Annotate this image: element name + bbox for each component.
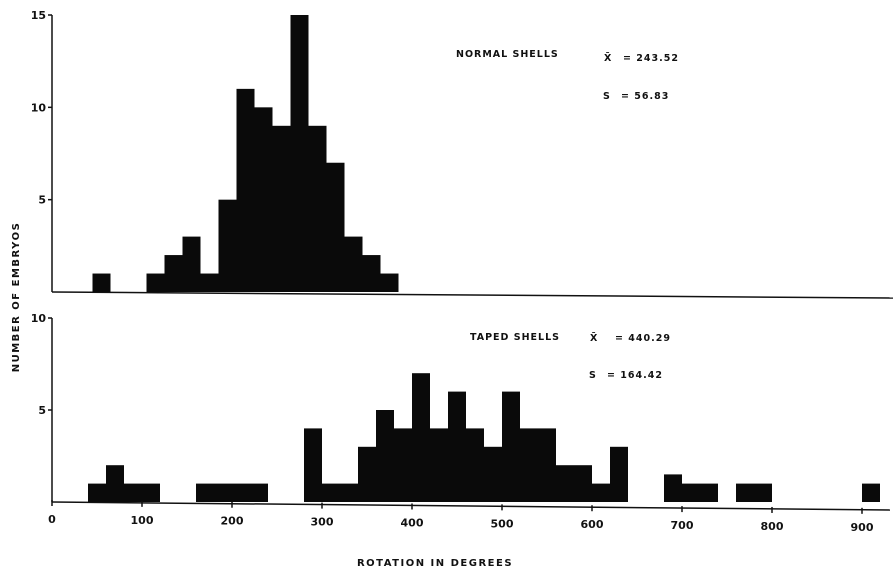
top-y-ticks: 5 10 15: [31, 9, 52, 207]
normal-sd-symbol: S: [603, 91, 611, 102]
top-bar-12: [344, 236, 363, 292]
top-bar-13: [362, 255, 381, 292]
normal-shells-label: NORMAL SHELLS: [456, 49, 559, 60]
taped-mean-symbol: X̄: [590, 332, 598, 344]
taped-shells-label: TAPED SHELLS: [470, 332, 560, 343]
xtick-label-6: 600: [581, 518, 604, 531]
top-ytick-label-2: 15: [31, 9, 46, 22]
xtick-label-3: 300: [311, 516, 334, 529]
xtick-label-4: 400: [401, 516, 424, 529]
bottom-bar-8: [394, 428, 412, 502]
taped-sd-symbol: S: [589, 370, 597, 381]
bottom-ytick-label-0: 5: [38, 404, 46, 417]
taped-mean-value: = 440.29: [615, 333, 671, 344]
bottom-bar-7: [376, 410, 394, 502]
top-bar-2: [164, 255, 183, 292]
x-axis-title: ROTATION IN DEGREES: [357, 558, 513, 569]
top-bar-9: [290, 15, 309, 292]
bottom-bar-6: [358, 446, 376, 502]
bottom-bar-21: [736, 483, 772, 502]
top-bar-3: [182, 236, 201, 292]
xtick-label-7: 700: [671, 519, 694, 532]
top-bar-11: [326, 162, 345, 292]
y-axis-title: NUMBER OF EMBRYOS: [11, 222, 22, 373]
bottom-bar-16: [556, 465, 592, 502]
bottom-bar-13: [484, 446, 502, 502]
top-histogram-bars: [92, 15, 399, 292]
xtick-label-8: 800: [761, 520, 784, 533]
top-bar-8: [272, 125, 291, 292]
top-bar-5: [218, 199, 237, 292]
top-bar-14: [380, 273, 399, 292]
taped-sd-value: = 164.42: [607, 370, 663, 381]
bottom-bar-20: [682, 483, 718, 502]
top-bar-10: [308, 125, 327, 292]
x-ticks: 0 100 200 300 400 500 600 700 800 900: [48, 500, 874, 534]
bottom-bar-22: [862, 483, 880, 502]
top-bar-4: [200, 273, 219, 292]
xtick-label-0: 0: [48, 513, 56, 526]
bottom-bar-0: [88, 483, 106, 502]
top-bar-6: [236, 88, 255, 292]
top-bar-7: [254, 107, 273, 292]
bottom-bar-19: [664, 474, 682, 502]
bottom-bar-2: [124, 483, 160, 502]
top-bar-0: [92, 273, 111, 292]
bottom-bar-9: [412, 373, 430, 502]
bottom-bar-4: [304, 428, 322, 502]
bottom-bar-17: [592, 483, 610, 502]
normal-mean-symbol: X̄: [604, 52, 612, 64]
bottom-y-ticks: 5 10: [31, 312, 52, 417]
bottom-histogram-bars: [88, 373, 880, 502]
bottom-bar-5: [322, 483, 358, 502]
xtick-label-2: 200: [221, 515, 244, 528]
xtick-label-5: 500: [491, 517, 514, 530]
top-bar-1: [146, 273, 165, 292]
bottom-bar-18: [610, 446, 628, 502]
bottom-bar-15: [520, 428, 556, 502]
bottom-bar-14: [502, 391, 520, 502]
xtick-label-1: 100: [131, 514, 154, 527]
bottom-x-axis: [51, 501, 891, 511]
top-ytick-label-0: 5: [38, 194, 46, 207]
bottom-bar-3: [196, 483, 268, 502]
top-x-axis: [51, 291, 894, 299]
bottom-bar-12: [466, 428, 484, 502]
xtick-label-9: 900: [851, 521, 874, 534]
normal-mean-value: = 243.52: [623, 53, 679, 64]
bottom-bar-1: [106, 465, 124, 502]
bottom-bar-10: [430, 428, 448, 502]
bottom-bar-11: [448, 391, 466, 502]
normal-sd-value: = 56.83: [621, 91, 669, 102]
bottom-ytick-label-1: 10: [31, 312, 47, 325]
top-ytick-label-1: 10: [31, 101, 47, 114]
